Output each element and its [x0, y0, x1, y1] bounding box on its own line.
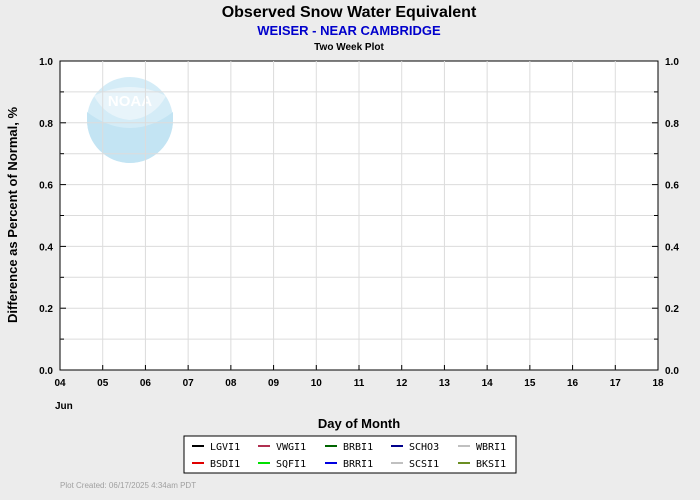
y-tick-label-left: 0.0: [39, 366, 53, 377]
chart-subtitle: WEISER - NEAR CAMBRIDGE: [257, 23, 441, 38]
y-tick-label-left: 1.0: [39, 57, 53, 68]
x-tick-label: 16: [567, 378, 579, 389]
legend-label: BKSI1: [476, 459, 506, 470]
legend-item: BRRI1: [325, 459, 373, 470]
legend-label: LGVI1: [210, 442, 240, 453]
y-tick-label-right: 0.0: [665, 366, 679, 377]
x-tick-label: 09: [268, 378, 280, 389]
x-tick-label: 18: [652, 378, 664, 389]
legend-label: SQFI1: [276, 459, 306, 470]
legend-item: SCHO3: [391, 442, 439, 453]
legend-label: BRRI1: [343, 459, 373, 470]
y-tick-label-right: 0.6: [665, 181, 679, 192]
x-tick-label: 05: [97, 378, 109, 389]
y-tick-label-left: 0.4: [39, 242, 53, 253]
y-tick-label-right: 1.0: [665, 57, 679, 68]
x-tick-label: 10: [311, 378, 323, 389]
legend-item: LGVI1: [192, 442, 240, 453]
plot-created-footer: Plot Created: 06/17/2025 4:34am PDT: [60, 481, 196, 490]
y-tick-label-right: 0.4: [665, 242, 679, 253]
x-tick-label: 17: [610, 378, 622, 389]
grid: [60, 61, 658, 370]
x-tick-label: 04: [54, 378, 66, 389]
x-tick-label: 11: [354, 378, 365, 389]
legend-item: VWGI1: [258, 442, 306, 453]
legend-label: WBRI1: [476, 442, 506, 453]
y-tick-label-left: 0.2: [39, 304, 53, 315]
y-tick-label-right: 0.8: [665, 119, 679, 130]
legend-label: SCSI1: [409, 459, 439, 470]
legend-item: SCSI1: [391, 459, 439, 470]
chart-subsubtitle: Two Week Plot: [314, 42, 384, 53]
legend: LGVI1 VWGI1 BRBI1 SCHO3 WBRI1 BSDI1 SQFI1 BRRI1…: [183, 435, 517, 474]
legend-label: BRBI1: [343, 442, 373, 453]
x-tick-label: 15: [524, 378, 536, 389]
x-tick-label: 13: [439, 378, 451, 389]
x-tick-labels: 04 05 06 07 08 09 10 11 12 13 14 15 16 17 18: [54, 378, 664, 389]
y-tick-label-left: 0.6: [39, 181, 53, 192]
legend-item: BSDI1: [192, 459, 240, 470]
legend-item: WBRI1: [458, 442, 506, 453]
x-tick-label: 14: [482, 378, 494, 389]
legend-label: BSDI1: [210, 459, 240, 470]
y-axis-label: Difference as Percent of Normal, %: [5, 107, 20, 323]
noaa-logo-icon: NOAA: [87, 77, 173, 163]
x-tick-label: 12: [396, 378, 408, 389]
legend-item: BKSI1: [458, 459, 506, 470]
legend-item: BRBI1: [325, 442, 373, 453]
y-tick-label-left: 0.8: [39, 119, 53, 130]
x-tick-label: 08: [225, 378, 237, 389]
x-tick-label: 06: [140, 378, 152, 389]
x-tick-label: 07: [183, 378, 195, 389]
ticks: [59, 60, 659, 371]
x-month-label: Jun: [55, 401, 73, 412]
y-tick-labels-right: 0.0 0.2 0.4 0.6 0.8 1.0: [665, 57, 679, 377]
y-tick-label-right: 0.2: [665, 304, 679, 315]
y-tick-labels-left: 0.0 0.2 0.4 0.6 0.8 1.0: [39, 57, 53, 377]
legend-item: SQFI1: [258, 459, 306, 470]
noaa-logo-text: NOAA: [108, 93, 152, 110]
legend-label: VWGI1: [276, 442, 306, 453]
legend-label: SCHO3: [409, 442, 439, 453]
x-axis-label: Day of Month: [318, 416, 400, 431]
chart-title: Observed Snow Water Equivalent: [222, 4, 477, 21]
